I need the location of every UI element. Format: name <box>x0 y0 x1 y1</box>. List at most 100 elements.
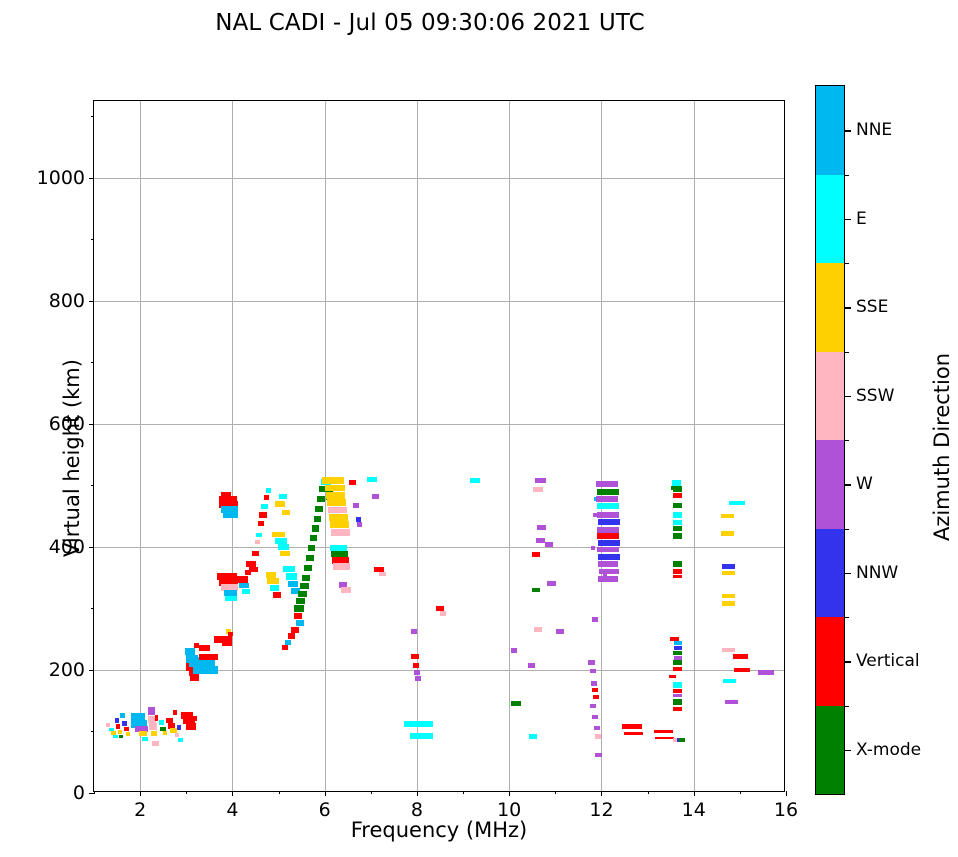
echo-mark <box>729 500 745 505</box>
page-title: NAL CADI - Jul 05 09:30:06 2021 UTC <box>215 10 645 36</box>
echo-mark <box>148 716 156 724</box>
echo-mark <box>256 532 262 537</box>
grid-line-horizontal <box>94 669 784 671</box>
echo-mark <box>130 712 145 721</box>
echo-mark <box>331 551 348 558</box>
echo-mark <box>308 545 316 552</box>
colorbar-tick <box>844 395 851 398</box>
echo-mark <box>672 561 682 568</box>
echo-mark <box>158 720 165 726</box>
echo-mark <box>671 480 681 486</box>
echo-mark <box>356 516 362 522</box>
echo-mark <box>242 588 251 594</box>
echo-mark <box>178 737 184 743</box>
echo-mark <box>117 729 122 735</box>
echo-mark <box>595 481 619 488</box>
echo-mark <box>275 538 288 544</box>
colorbar-label-sse: SSE <box>856 297 889 318</box>
grid-line-vertical <box>693 101 695 791</box>
echo-mark <box>595 752 602 757</box>
echo-mark <box>252 550 259 556</box>
echo-mark <box>673 655 683 660</box>
echo-mark <box>531 551 541 558</box>
echo-mark <box>245 561 256 568</box>
echo-mark <box>721 514 735 519</box>
x-axis-tick-label: 10 <box>497 799 522 821</box>
echo-mark <box>185 723 196 730</box>
echo-mark <box>672 681 682 688</box>
x-axis-tick <box>232 791 234 796</box>
echo-mark <box>592 694 600 700</box>
echo-mark <box>134 725 148 733</box>
echo-mark <box>672 688 682 694</box>
y-axis-minor-tick <box>91 116 94 118</box>
echo-mark <box>596 488 619 495</box>
echo-mark <box>602 571 608 577</box>
echo-mark <box>270 585 280 591</box>
x-axis-tick-label: 16 <box>773 799 799 821</box>
echo-mark <box>263 495 270 501</box>
echo-mark <box>723 678 737 684</box>
echo-mark <box>194 642 199 648</box>
echo-mark <box>349 479 356 485</box>
echo-mark <box>673 738 679 742</box>
y-axis-tick-label: 800 <box>48 289 85 312</box>
echo-mark <box>404 721 434 727</box>
colorbar-segment-x-mode <box>816 705 844 794</box>
echo-mark <box>160 726 166 732</box>
grid-line-vertical <box>140 101 142 791</box>
grid-line-vertical <box>509 101 511 791</box>
colorbar-label-vertical: Vertical <box>856 651 920 672</box>
colorbar-title: Azimuth Direction <box>930 352 954 542</box>
y-axis-minor-tick <box>91 239 94 241</box>
echo-mark <box>225 595 238 602</box>
echo-mark <box>436 606 444 611</box>
echo-mark <box>123 726 129 732</box>
echo-mark <box>410 629 418 635</box>
grid-line-horizontal <box>94 177 784 179</box>
x-axis-tick <box>601 791 603 796</box>
x-axis-minor-tick <box>370 791 372 794</box>
x-axis-minor-tick <box>739 791 741 794</box>
echo-mark <box>326 499 347 507</box>
echo-mark <box>591 687 599 692</box>
echo-mark <box>510 701 521 707</box>
x-axis-tick <box>416 791 418 796</box>
echo-mark <box>672 502 682 508</box>
echo-mark <box>555 629 565 635</box>
echo-mark <box>725 699 738 705</box>
echo-mark <box>596 503 619 510</box>
colorbar-tick <box>844 749 851 752</box>
echo-mark <box>722 648 736 653</box>
echo-mark <box>151 741 160 747</box>
grid-line-horizontal <box>94 546 784 548</box>
echo-mark <box>597 553 620 560</box>
x-axis-title: Frequency (MHz) <box>350 818 528 842</box>
echo-mark <box>118 734 123 739</box>
echo-mark <box>254 539 261 545</box>
echo-mark <box>109 727 114 732</box>
echo-mark <box>219 501 238 508</box>
y-axis-minor-tick <box>91 731 94 733</box>
x-axis-tick-label: 8 <box>410 799 423 821</box>
echo-mark <box>217 572 237 581</box>
echo-mark <box>181 712 194 719</box>
echo-mark <box>302 574 311 581</box>
echo-mark <box>282 509 290 516</box>
echo-mark <box>222 511 239 519</box>
x-axis-minor-tick <box>463 791 465 794</box>
echo-mark <box>757 670 774 675</box>
echo-mark <box>138 731 148 737</box>
echo-mark <box>313 515 321 522</box>
echo-mark <box>172 709 178 715</box>
echo-mark <box>672 707 682 712</box>
echo-mark <box>291 627 299 633</box>
echo-mark <box>537 524 546 530</box>
echo-mark <box>300 583 309 590</box>
echo-mark <box>288 581 299 587</box>
echo-mark <box>589 669 597 674</box>
echo-mark <box>223 590 238 597</box>
echo-mark <box>672 569 682 574</box>
echo-mark <box>595 495 619 503</box>
